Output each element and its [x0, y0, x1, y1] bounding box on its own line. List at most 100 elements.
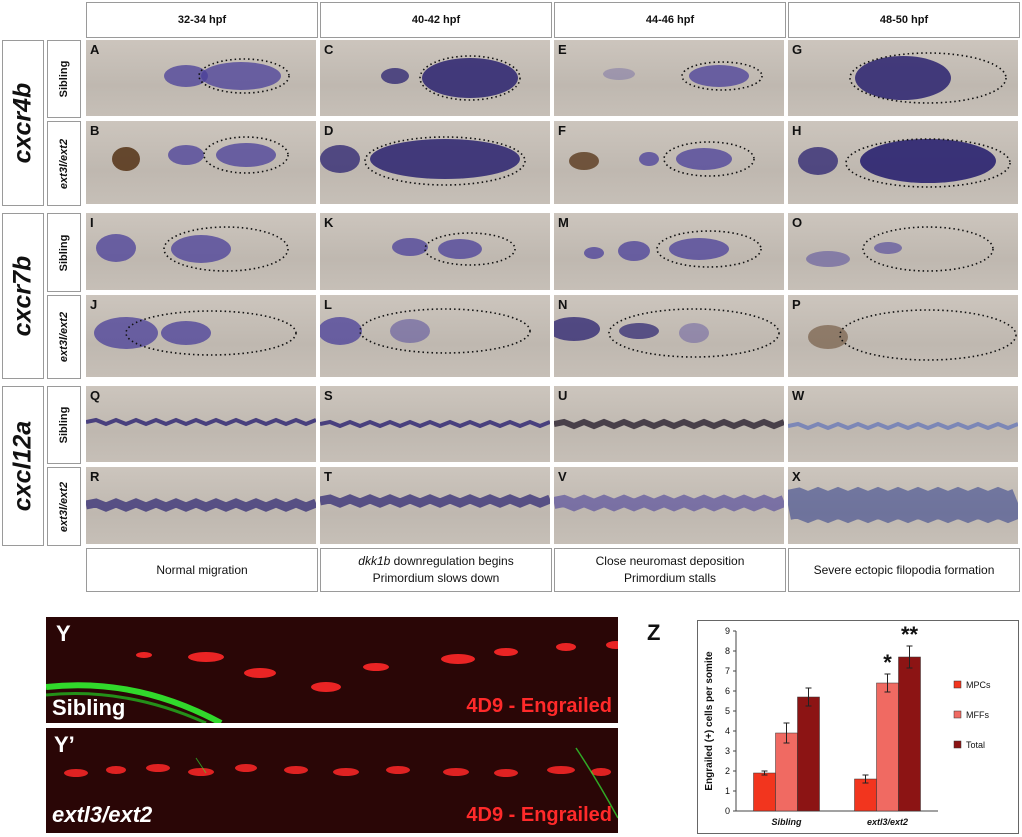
panel-image: [788, 486, 1018, 524]
footer-line: Primordium stalls: [623, 571, 716, 585]
y-tick-label: 0: [725, 806, 730, 816]
gene-label-cxcr7b: cxcr7b: [2, 213, 44, 379]
image-panel-J: J: [86, 295, 316, 377]
footer-dkk1b: dkk1b downregulation begins Primordium s…: [320, 548, 552, 592]
engrailed-bar-chart: 0 1 2 3 4 5 6 7 8 9 Engrailed (+) cells per somite…: [697, 620, 1019, 834]
image-panel-L: L: [320, 295, 550, 377]
footer-line: Close neuromast deposition: [595, 554, 745, 568]
panel-image: [86, 417, 316, 427]
gene-text: cxcr7b: [8, 255, 37, 337]
panel-letter: U: [558, 388, 568, 403]
footer-line: dkk1b downregulation begins: [358, 553, 513, 570]
genotype-label-sibling: Sibling: [47, 386, 81, 464]
image-panel-V: V: [554, 467, 784, 544]
legend-label-mpcs: MPCs: [966, 680, 991, 690]
gene-label-cxcr4b: cxcr4b: [2, 40, 44, 206]
panel-image: [554, 494, 784, 512]
genotype-text: ext3l/ext2: [58, 138, 70, 189]
bar-mpcs-1: [854, 778, 877, 812]
panel-image: [798, 138, 1011, 188]
fluorescence-panel-mutant: Y’ extl3/ext2 4D9 - Engrailed: [46, 728, 618, 833]
panel-letter: N: [558, 297, 568, 312]
panel-image: [320, 419, 550, 429]
image-panel-E: E: [554, 40, 784, 116]
genotype-text: Sibling: [58, 406, 70, 444]
panel-image: [392, 232, 516, 266]
image-panel-F: F: [554, 121, 784, 204]
significance-marker: *: [883, 650, 892, 675]
panel-letter: J: [90, 297, 98, 312]
legend-swatch: [953, 680, 962, 689]
panel-letter: I: [90, 215, 94, 230]
footer-neuromast: Close neuromast deposition Primordium st…: [554, 548, 786, 592]
panel-letter: F: [558, 123, 566, 138]
footer-normal-migration: Normal migration: [86, 548, 318, 592]
panel-image: [584, 230, 762, 268]
fluorescence-letter: Y’: [54, 732, 75, 757]
footer-gene: dkk1b: [358, 554, 391, 568]
panel-image: [320, 136, 526, 186]
image-panel-W: W: [788, 386, 1018, 462]
panel-image: [788, 421, 1018, 431]
image-panel-H: H: [788, 121, 1018, 204]
legend-swatch: [953, 740, 962, 749]
footer-line: Normal migration: [156, 562, 248, 577]
panel-letter: B: [90, 123, 100, 138]
y-axis-label: Engrailed (+) cells per somite: [704, 651, 715, 791]
panel-letter: A: [90, 42, 100, 57]
y-tick-label: 3: [725, 746, 730, 756]
panel-letter: W: [792, 388, 805, 403]
panel-image: [849, 52, 1007, 104]
panel-image: [554, 418, 784, 430]
fluorescence-stain: 4D9 - Engrailed: [466, 804, 612, 826]
column-header-48-50: 48-50 hpf: [788, 2, 1020, 38]
significance-marker: **: [901, 622, 919, 647]
fluorescence-letter: Y: [56, 621, 71, 646]
bar-mpcs-0: [753, 772, 776, 812]
footer-line: Severe ectopic filopodia formation: [813, 562, 995, 577]
image-panel-D: D: [320, 121, 550, 204]
y-tick-label: 6: [725, 686, 730, 696]
panel-image: [96, 226, 289, 272]
panel-image: [320, 308, 531, 354]
panel-letter: E: [558, 42, 567, 57]
image-panel-X: X: [788, 467, 1018, 544]
footer-filopodia: Severe ectopic filopodia formation: [788, 548, 1020, 592]
column-header-40-42: 40-42 hpf: [320, 2, 552, 38]
genotype-text: ext3l/ext2: [58, 311, 70, 363]
panel-image: [554, 308, 780, 358]
genotype-label-mutant: ext3l/ext2: [47, 295, 81, 379]
legend-swatch: [953, 710, 962, 719]
bar-total-0: [797, 696, 820, 812]
bar-total-1: [898, 656, 921, 812]
genotype-text: Sibling: [58, 234, 70, 271]
panel-image: [381, 55, 521, 101]
panel-letter: P: [792, 297, 801, 312]
panel-image: [320, 494, 550, 508]
image-panel-A: A: [86, 40, 316, 116]
fluorescence-genotype: extl3/ext2: [52, 802, 153, 827]
y-tick-label: 9: [725, 626, 730, 636]
gene-label-cxcl12a: cxcl12a: [2, 386, 44, 546]
panel-z-label: Z: [647, 620, 661, 645]
panel-letter: Q: [90, 388, 101, 403]
legend-label-total: Total: [966, 740, 985, 750]
panel-letter: M: [558, 215, 569, 230]
y-tick-label: 2: [725, 766, 730, 776]
image-panel-C: C: [320, 40, 550, 116]
panel-image: [806, 226, 994, 272]
panel-letter: C: [324, 42, 334, 57]
image-panel-U: U: [554, 386, 784, 462]
image-panel-O: O: [788, 213, 1018, 290]
category-label: Sibling: [772, 817, 802, 827]
fluorescence-panel-sibling: Y Sibling 4D9 - Engrailed: [46, 617, 618, 723]
panel-letter: V: [558, 469, 567, 484]
panel-image: [603, 61, 763, 91]
panel-letter: K: [324, 215, 334, 230]
y-tick-label: 7: [725, 666, 730, 676]
legend-label-mffs: MFFs: [966, 710, 989, 720]
panel-image: [808, 309, 1017, 361]
y-tick-label: 1: [725, 786, 730, 796]
panel-letter: S: [324, 388, 333, 403]
footer-line: Primordium slows down: [372, 571, 500, 585]
